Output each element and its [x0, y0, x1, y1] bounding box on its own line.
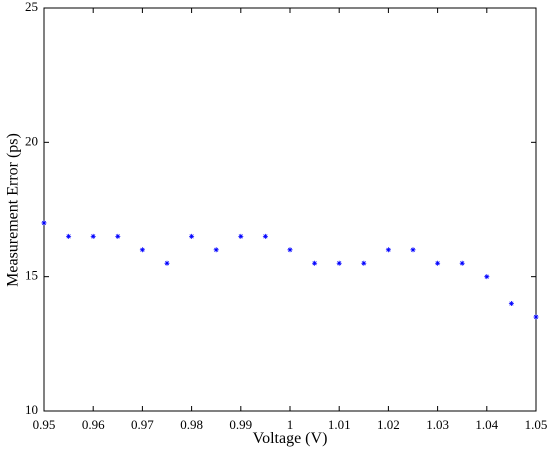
- y-tick-label: 10: [25, 402, 38, 417]
- data-point: [533, 314, 539, 320]
- x-tick-label: 1.02: [377, 417, 400, 432]
- x-axis-label: Voltage (V): [253, 430, 328, 447]
- data-point: [287, 247, 293, 253]
- y-tick-label: 20: [25, 133, 38, 148]
- data-point: [139, 247, 145, 253]
- data-point: [435, 260, 441, 266]
- data-point: [459, 260, 465, 266]
- x-tick-label: 0.97: [131, 417, 154, 432]
- data-point: [238, 233, 244, 239]
- data-point: [508, 301, 514, 307]
- data-point: [66, 233, 72, 239]
- data-point: [262, 233, 268, 239]
- data-point: [41, 220, 47, 226]
- y-tick-label: 15: [25, 268, 38, 283]
- data-point: [484, 274, 490, 280]
- data-point: [164, 260, 170, 266]
- x-tick-label: 1: [287, 417, 294, 432]
- x-tick-label: 0.99: [229, 417, 252, 432]
- x-tick-label: 1.01: [328, 417, 351, 432]
- x-tick-label: 0.96: [82, 417, 105, 432]
- y-axis-label: Measurement Error (ps): [5, 133, 22, 287]
- x-tick-label: 0.95: [33, 417, 56, 432]
- x-tick-label: 0.98: [180, 417, 203, 432]
- x-tick-label: 1.04: [475, 417, 498, 432]
- data-point: [189, 233, 195, 239]
- data-point: [90, 233, 96, 239]
- y-tick-label: 25: [25, 0, 38, 14]
- data-point: [385, 247, 391, 253]
- data-point: [312, 260, 318, 266]
- data-point: [410, 247, 416, 253]
- data-point: [336, 260, 342, 266]
- x-tick-label: 1.05: [525, 417, 548, 432]
- x-tick-label: 1.03: [426, 417, 449, 432]
- data-point: [213, 247, 219, 253]
- data-point: [115, 233, 121, 239]
- data-point: [361, 260, 367, 266]
